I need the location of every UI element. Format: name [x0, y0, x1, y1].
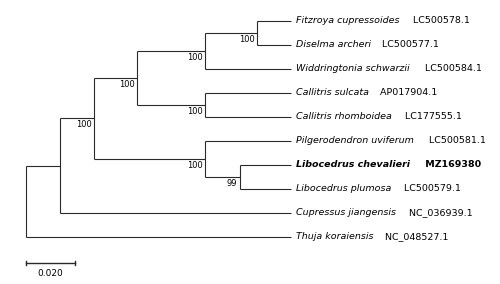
Text: Libocedrus chevalieri: Libocedrus chevalieri [296, 160, 410, 169]
Text: LC500578.1: LC500578.1 [410, 16, 470, 26]
Text: Callitris rhomboidea: Callitris rhomboidea [296, 112, 392, 121]
Text: Thuja koraiensis: Thuja koraiensis [296, 232, 374, 241]
Text: MZ169380: MZ169380 [422, 160, 481, 169]
Text: Callitris sulcata: Callitris sulcata [296, 88, 369, 97]
Text: Pilgerodendron uviferum: Pilgerodendron uviferum [296, 136, 414, 145]
Text: 100: 100 [188, 53, 203, 62]
Text: LC500581.1: LC500581.1 [426, 136, 486, 145]
Text: LC177555.1: LC177555.1 [402, 112, 462, 121]
Text: Widdringtonia schwarzii: Widdringtonia schwarzii [296, 64, 410, 74]
Text: 100: 100 [119, 80, 134, 89]
Text: Fitzroya cupressoides: Fitzroya cupressoides [296, 16, 400, 26]
Text: 0.020: 0.020 [38, 269, 63, 278]
Text: 100: 100 [188, 107, 203, 116]
Text: 100: 100 [239, 35, 254, 44]
Text: Libocedrus plumosa: Libocedrus plumosa [296, 184, 392, 193]
Text: 100: 100 [76, 120, 92, 129]
Text: 99: 99 [227, 179, 237, 188]
Text: Diselma archeri: Diselma archeri [296, 40, 371, 49]
Text: NC_036939.1: NC_036939.1 [406, 208, 473, 217]
Text: LC500577.1: LC500577.1 [379, 40, 438, 49]
Text: LC500584.1: LC500584.1 [422, 64, 482, 74]
Text: Cupressus jiangensis: Cupressus jiangensis [296, 208, 396, 217]
Text: AP017904.1: AP017904.1 [376, 88, 437, 97]
Text: NC_048527.1: NC_048527.1 [382, 232, 448, 241]
Text: 100: 100 [188, 161, 203, 170]
Text: LC500579.1: LC500579.1 [402, 184, 461, 193]
